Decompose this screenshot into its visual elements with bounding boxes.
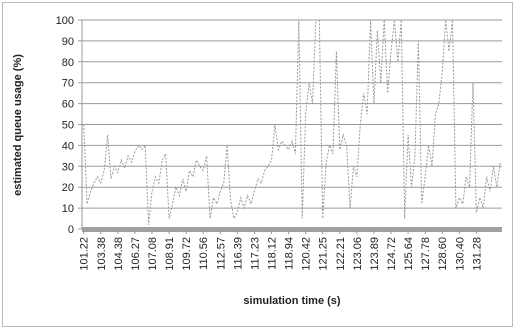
y-tick-label: 60: [62, 99, 74, 111]
data-line: [83, 19, 501, 225]
x-tick-label: 106.27: [130, 237, 142, 271]
y-tick-label: 20: [62, 182, 74, 194]
x-tick-label: 123.06: [352, 237, 364, 271]
x-tick-label: 127.78: [420, 237, 432, 271]
y-tick-label: 10: [62, 203, 74, 215]
x-tick-label: 101.22: [79, 237, 91, 271]
x-tick-label: 128.60: [437, 237, 449, 271]
y-tick-label: 90: [62, 36, 74, 48]
y-tick-label: 40: [62, 140, 74, 152]
y-tick-label: 0: [68, 224, 74, 236]
x-axis-bar: [82, 227, 502, 232]
y-tick-label: 70: [62, 78, 74, 90]
x-tick-label: 118.94: [284, 237, 296, 270]
x-axis-title: simulation time (s): [243, 295, 341, 307]
y-axis-title: estimated queue usage (%): [12, 54, 24, 196]
x-tick-label: 110.56: [198, 237, 210, 270]
x-tick-label: 124.72: [386, 237, 398, 271]
x-tick-label: 122.21: [335, 237, 347, 271]
x-tick-label: 103.38: [96, 237, 108, 271]
x-tick-label: 123.89: [369, 237, 381, 271]
x-tick-label: 117.23: [249, 237, 261, 270]
x-tick-label: 118.12: [267, 237, 279, 270]
x-tick-label: 107.08: [147, 237, 159, 271]
x-tick-label: 121.25: [318, 237, 330, 271]
x-tick-label: 125.64: [403, 237, 415, 271]
x-tick-label: 104.38: [113, 237, 125, 271]
x-tick-label: 120.42: [301, 237, 313, 271]
x-tick-label: 116.39: [232, 237, 244, 270]
y-tick-label: 50: [62, 120, 74, 132]
x-tick-label: 131.28: [471, 237, 483, 271]
y-tick-label: 100: [56, 15, 74, 27]
x-tick-label: 112.57: [215, 237, 227, 270]
x-tick-label: 130.40: [454, 237, 466, 271]
y-tick-label: 30: [62, 161, 74, 173]
y-tick-label: 80: [62, 57, 74, 69]
x-tick-label: 108.91: [164, 237, 176, 271]
x-tick-label: 109.72: [181, 237, 193, 271]
